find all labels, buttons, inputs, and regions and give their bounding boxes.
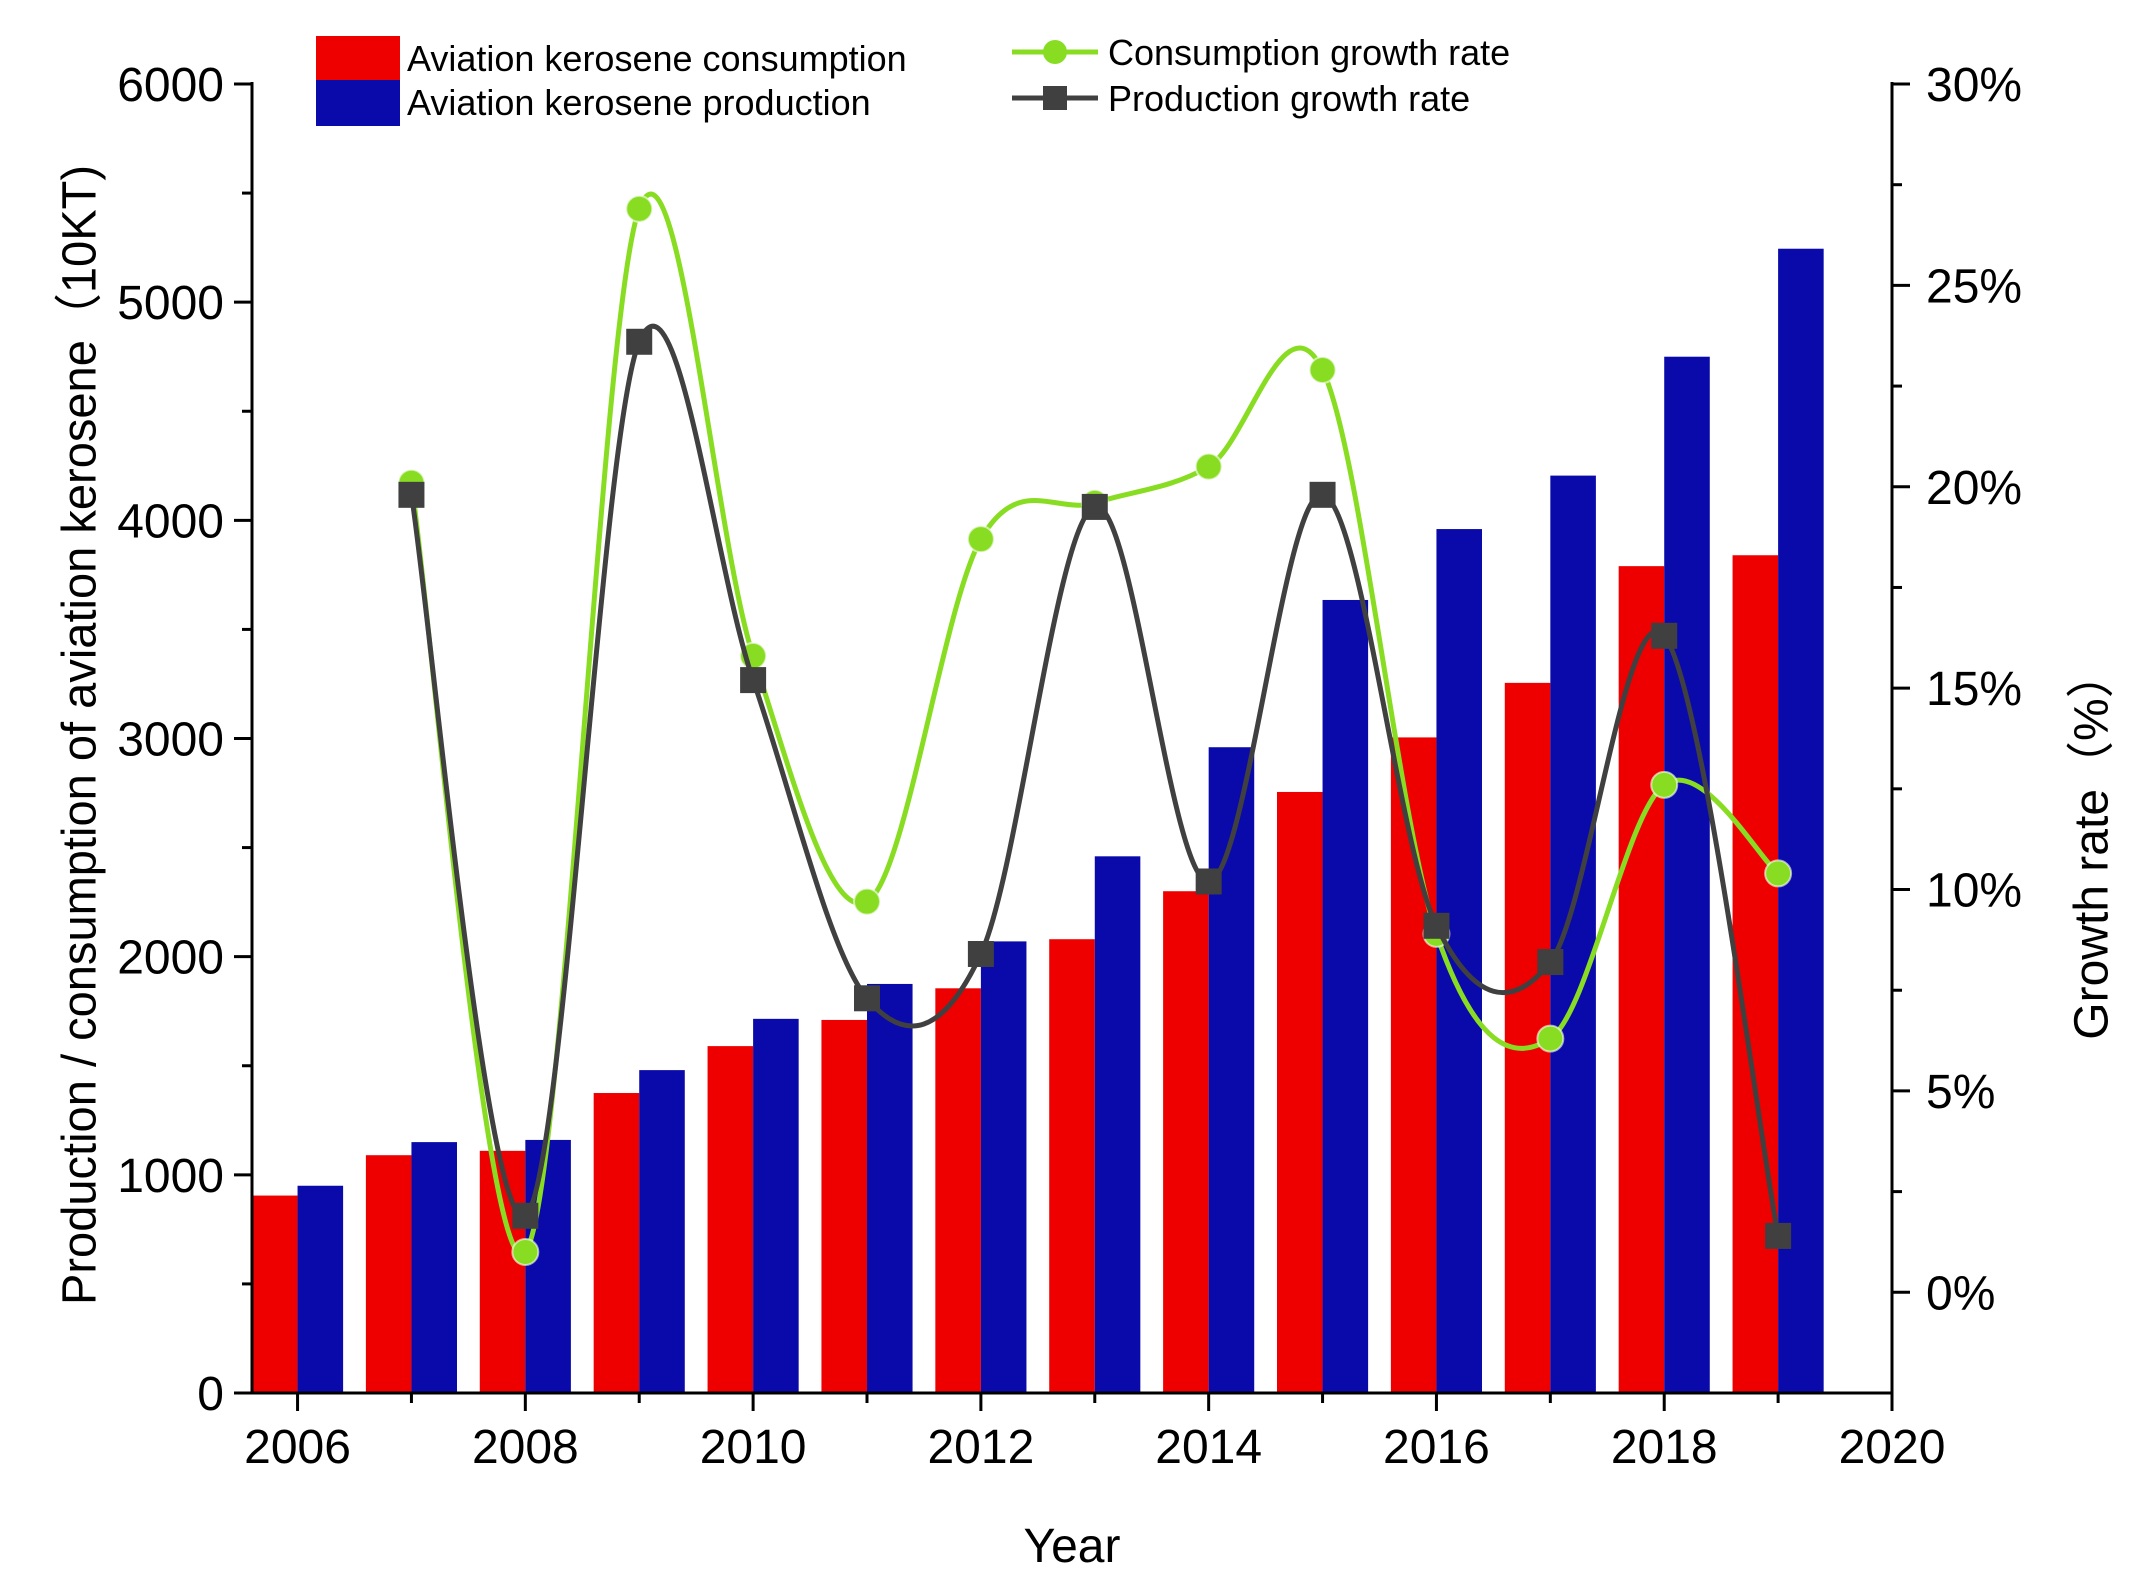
production-growth-point-2015 bbox=[1309, 481, 1336, 508]
consumption-bar-2008 bbox=[479, 1150, 526, 1393]
y-right-axis-title: Growth rate（%） bbox=[2066, 650, 2119, 1039]
consumption-bar-2019 bbox=[1732, 555, 1779, 1393]
production-growth-point-2012 bbox=[967, 940, 994, 967]
legend-production: Aviation kerosene production bbox=[316, 80, 871, 126]
x-tick-label: 2016 bbox=[1383, 1421, 1490, 1474]
y-right-tick-label: 20% bbox=[1926, 462, 2022, 515]
consumption-bar-2018 bbox=[1618, 566, 1665, 1393]
legend-consumption: Aviation kerosene consumption bbox=[316, 36, 907, 82]
production-bar-2010 bbox=[753, 1018, 799, 1393]
production-bar-2019 bbox=[1778, 248, 1824, 1394]
production-growth-point-2014 bbox=[1195, 868, 1222, 895]
production-bar-2014 bbox=[1208, 747, 1255, 1393]
legend-production-growth-label: Production growth rate bbox=[1108, 78, 1470, 119]
consumption-growth-point-2011 bbox=[853, 887, 881, 916]
legend-production-label: Aviation kerosene production bbox=[407, 82, 871, 123]
consumption-bar-2014 bbox=[1163, 891, 1209, 1393]
production-growth-point-2017 bbox=[1537, 949, 1564, 976]
bars-layer bbox=[252, 248, 1824, 1394]
production-growth-point-2013 bbox=[1081, 493, 1108, 520]
consumption-growth-point-2009 bbox=[625, 194, 654, 223]
legend-consumption-growth: Consumption growth rate bbox=[1012, 32, 1510, 73]
legend-production-growth: Production growth rate bbox=[1012, 78, 1470, 119]
y-right-tick-label: 5% bbox=[1926, 1066, 1995, 1119]
x-tick-label: 2018 bbox=[1611, 1421, 1718, 1474]
y-left-axis-title: Production / consumption of aviation ker… bbox=[54, 165, 107, 1305]
legend-consumption-growth-label: Consumption growth rate bbox=[1108, 32, 1510, 73]
x-tick-label: 2012 bbox=[927, 1421, 1034, 1474]
consumption-growth-point-2017 bbox=[1536, 1024, 1565, 1053]
y-left-tick-label: 0 bbox=[197, 1368, 224, 1421]
axes-layer: 0 1000 2000 3000 4000 5000 6000 0% 5% 10% 15% 20% 25… bbox=[117, 59, 2022, 1474]
axis-titles: Year Production / consumption of aviatio… bbox=[54, 165, 2119, 1573]
production-bar-2006 bbox=[297, 1185, 344, 1393]
y-right-tick-label: 30% bbox=[1926, 59, 2022, 112]
consumption-bar-2015 bbox=[1277, 791, 1323, 1393]
consumption-growth-point-2012 bbox=[966, 525, 995, 554]
consumption-growth-point-2018 bbox=[1650, 770, 1679, 799]
y-right-tick-label: 15% bbox=[1926, 663, 2022, 716]
y-right-tick-label: 25% bbox=[1926, 260, 2022, 313]
consumption-bar-2009 bbox=[593, 1093, 640, 1393]
x-tick-label: 2008 bbox=[472, 1421, 579, 1474]
consumption-bar-2007 bbox=[365, 1155, 412, 1393]
consumption-bar-2006 bbox=[252, 1195, 298, 1393]
legend-production-growth-marker bbox=[1043, 86, 1067, 110]
production-bar-2008 bbox=[525, 1139, 571, 1393]
production-bar-2007 bbox=[411, 1142, 457, 1393]
production-bar-2015 bbox=[1322, 599, 1369, 1393]
consumption-growth-point-2015 bbox=[1308, 355, 1337, 384]
legend-production-swatch bbox=[316, 80, 400, 126]
x-axis-title: Year bbox=[1024, 1520, 1121, 1573]
production-bar-2018 bbox=[1664, 356, 1710, 1393]
y-right-tick-label: 10% bbox=[1926, 865, 2022, 918]
x-tick-label: 2014 bbox=[1155, 1421, 1262, 1474]
y-left-tick-label: 4000 bbox=[117, 495, 224, 548]
production-bar-2013 bbox=[1094, 856, 1141, 1393]
consumption-bar-2011 bbox=[821, 1019, 867, 1393]
production-bar-2011 bbox=[867, 983, 913, 1393]
lines-layer bbox=[397, 191, 1793, 1267]
production-growth-point-2010 bbox=[740, 667, 767, 694]
consumption-growth-point-2008 bbox=[511, 1238, 540, 1267]
legend-consumption-swatch bbox=[316, 36, 400, 82]
production-growth-point-2009 bbox=[626, 328, 653, 355]
production-growth-point-2011 bbox=[854, 985, 880, 1012]
x-tick-label: 2006 bbox=[244, 1421, 351, 1474]
consumption-bar-2010 bbox=[707, 1046, 754, 1393]
production-bar-2012 bbox=[980, 941, 1027, 1393]
production-bar-2009 bbox=[639, 1070, 685, 1393]
y-left-tick-label: 2000 bbox=[117, 932, 224, 985]
y-right-tick-label: 0% bbox=[1926, 1267, 1995, 1320]
line-series-1 bbox=[398, 323, 1792, 1249]
consumption-growth-point-2019 bbox=[1764, 859, 1793, 888]
y-left-tick-label: 1000 bbox=[117, 1150, 224, 1203]
production-growth-point-2019 bbox=[1765, 1222, 1792, 1249]
y-left-tick-label: 6000 bbox=[117, 59, 224, 112]
production-growth-line bbox=[408, 323, 1781, 1237]
legend-consumption-label: Aviation kerosene consumption bbox=[407, 38, 907, 79]
consumption-bar-2013 bbox=[1049, 939, 1095, 1393]
production-growth-point-2007 bbox=[398, 481, 425, 508]
production-growth-point-2016 bbox=[1423, 912, 1450, 939]
y-left-tick-label: 3000 bbox=[117, 714, 224, 767]
consumption-bar-2012 bbox=[935, 988, 981, 1393]
production-growth-point-2018 bbox=[1651, 622, 1678, 649]
x-tick-label: 2010 bbox=[700, 1421, 807, 1474]
bar-series-0 bbox=[252, 555, 1779, 1393]
x-tick-label: 2020 bbox=[1839, 1421, 1946, 1474]
legend-consumption-growth-marker bbox=[1043, 40, 1067, 64]
production-bar-2017 bbox=[1550, 475, 1596, 1394]
y-left-tick-label: 5000 bbox=[117, 277, 224, 330]
production-growth-point-2008 bbox=[512, 1202, 539, 1229]
consumption-growth-point-2014 bbox=[1194, 452, 1223, 481]
